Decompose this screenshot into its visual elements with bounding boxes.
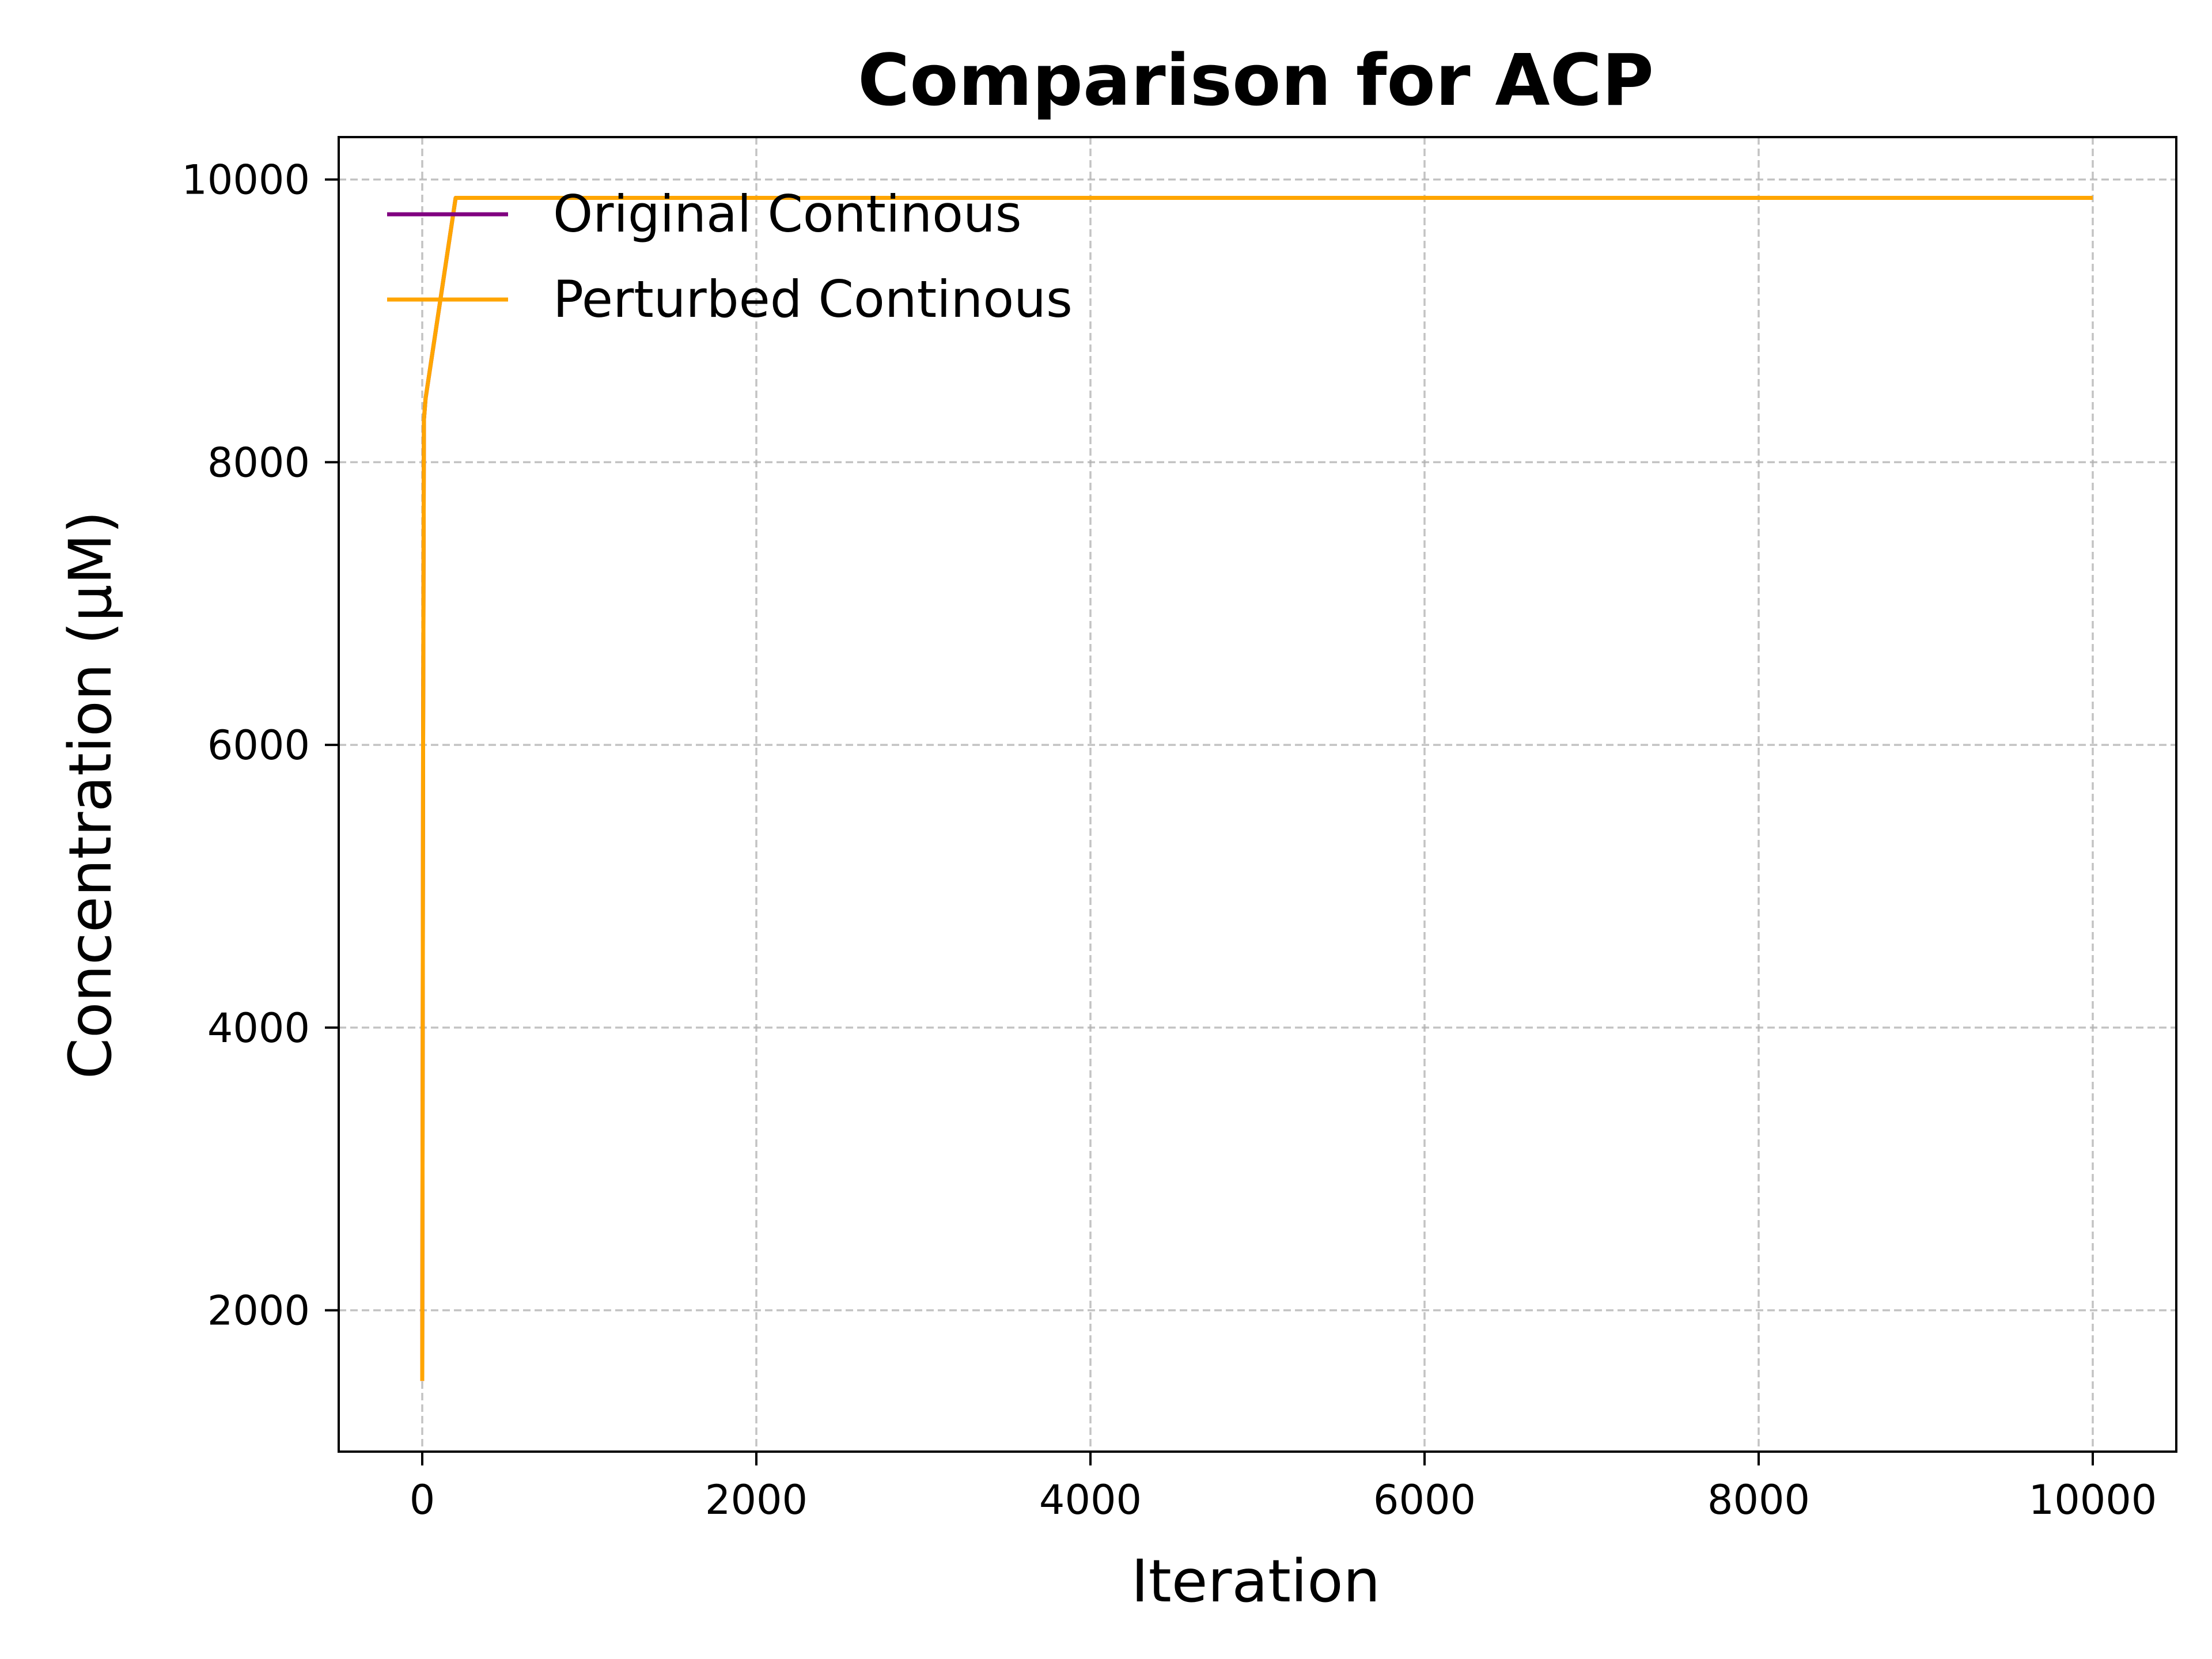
series-line-original-continous bbox=[420, 196, 2093, 1381]
legend-label-original-continous: Original Continous bbox=[553, 184, 1022, 244]
x-tick-label: 4000 bbox=[1039, 1476, 1142, 1524]
legend-label-perturbed-continous: Perturbed Continous bbox=[553, 270, 1073, 329]
y-tick-label: 4000 bbox=[207, 1005, 310, 1052]
y-tick-label: 8000 bbox=[207, 439, 310, 486]
legend: Original Continous Perturbed Continous bbox=[387, 184, 1073, 329]
x-tick-label: 2000 bbox=[705, 1476, 808, 1524]
series-lines bbox=[420, 196, 2093, 1381]
y-axis-label: Concentration (μM) bbox=[56, 511, 125, 1079]
chart-title: Comparison for ACP bbox=[858, 40, 1654, 122]
grid-lines bbox=[339, 137, 2176, 1452]
y-axis-ticks: 2000 4000 6000 8000 10000 bbox=[181, 157, 339, 1335]
x-tick-label: 0 bbox=[410, 1476, 435, 1524]
x-axis-label: Iteration bbox=[1131, 1547, 1381, 1616]
x-tick-label: 6000 bbox=[1373, 1476, 1476, 1524]
y-tick-label: 2000 bbox=[207, 1287, 310, 1335]
y-tick-label: 6000 bbox=[207, 722, 310, 769]
plot-frame bbox=[338, 136, 2177, 1453]
y-tick-label: 10000 bbox=[181, 157, 310, 204]
x-axis-ticks: 0 2000 4000 6000 8000 10000 bbox=[410, 1452, 2157, 1524]
x-tick-label: 8000 bbox=[1707, 1476, 1810, 1524]
series-line-perturbed-continous bbox=[420, 196, 2093, 1381]
x-tick-label: 10000 bbox=[2029, 1476, 2157, 1524]
